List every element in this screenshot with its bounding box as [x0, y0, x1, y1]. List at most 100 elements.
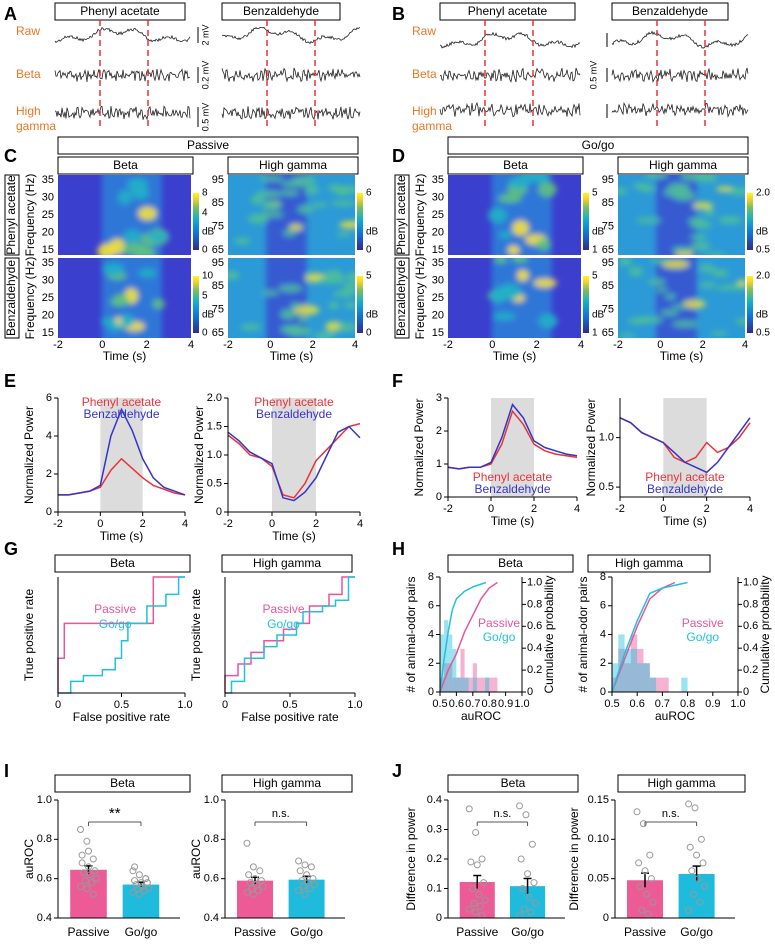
data-point [91, 867, 99, 875]
row-box [4, 257, 20, 339]
heat-blob [108, 323, 123, 333]
x-tick-label: 0.9 [498, 698, 513, 710]
legend-entry: Passive [682, 616, 724, 630]
row-label: Phenyl acetate [394, 175, 408, 255]
y-tick-label: 30 [432, 274, 444, 286]
data-point [639, 820, 647, 828]
heat-blob [627, 317, 649, 325]
x-tick-label: 4 [574, 503, 580, 515]
data-point [465, 905, 473, 913]
heat-blob [280, 309, 297, 320]
row-label: Raw [412, 24, 437, 38]
x-tick-label: 0 [55, 699, 61, 711]
x-tick-label: -2 [53, 339, 63, 351]
legend-entry: Benzaldehyde [83, 407, 159, 421]
heat-blobs [97, 175, 170, 255]
y-tick-label: 30 [42, 274, 54, 286]
x-tick-label: 2 [704, 503, 710, 515]
trace [54, 105, 191, 121]
heat-blob [110, 297, 130, 307]
data-point [132, 881, 140, 889]
y-tick-label: 75 [212, 304, 224, 316]
y-tick-label: 30 [432, 191, 444, 203]
y-tick-label: 1 [436, 458, 442, 470]
heat-blob [336, 322, 355, 332]
x-axis-label: Time (s) [660, 349, 704, 363]
histogram-bar [630, 634, 638, 692]
y-tick-label: 2 [46, 468, 52, 480]
x-tick-label: Passive [234, 925, 276, 939]
y2-tick-label: 0.8 [743, 598, 758, 610]
trace [611, 102, 749, 118]
heat-blob [618, 187, 628, 195]
legend-entry: Phenyl acetate [82, 395, 162, 409]
data-point [306, 885, 314, 892]
y-tick-label: 85 [212, 280, 224, 292]
x-tick-label: 2 [534, 339, 540, 351]
heat-blob [336, 232, 351, 238]
heat-blob [492, 312, 516, 321]
heat-blob [639, 184, 655, 193]
box-title: Beta [113, 158, 138, 172]
title-box [221, 554, 353, 573]
y-tick-label: 95 [602, 257, 614, 269]
heat-blob [487, 207, 508, 224]
heat-blob [250, 195, 264, 205]
y-tick-label: 25 [42, 209, 54, 221]
y-tick-label: 0 [436, 491, 442, 503]
row-box [394, 257, 410, 339]
box-title: High gamma [253, 556, 321, 570]
x-axis-label: Time (s) [103, 349, 147, 363]
data-point [85, 847, 92, 855]
heat-blob [345, 272, 355, 282]
heat-blobs [228, 258, 355, 338]
row-box [394, 174, 410, 256]
data-point [517, 855, 525, 863]
y-tick-label: 65 [602, 244, 614, 256]
x-tick-label: 0 [269, 518, 275, 530]
heat-blob [233, 237, 251, 245]
panel-letter: G [4, 539, 18, 559]
histogram-bar [681, 677, 688, 692]
row-label: Beta [412, 67, 437, 81]
x-tick-label: 1.0 [177, 699, 192, 711]
data-point [140, 886, 148, 894]
x-tick-label: 0.8 [680, 698, 695, 710]
heatmap [58, 175, 191, 255]
heat-blob [297, 205, 314, 214]
histogram-bar [643, 663, 650, 692]
y-tick-label: 0 [46, 506, 52, 518]
x-axis-label: False positive rate [73, 710, 171, 724]
heat-blob [340, 285, 355, 291]
heat-blob [728, 187, 745, 196]
heat-blob [498, 193, 522, 204]
data-point [478, 855, 486, 863]
heat-blob [283, 230, 296, 237]
y-tick-label: 6 [428, 600, 434, 612]
colorbar [193, 276, 199, 333]
histogram-bar [448, 663, 453, 692]
data-point [689, 890, 697, 898]
colorbar-tick-label: 1 [592, 328, 598, 339]
data-point [476, 902, 484, 910]
data-point [243, 839, 251, 847]
annotation: ** [109, 805, 121, 822]
histogram-bar [649, 677, 657, 692]
heat-blob [290, 303, 301, 310]
x-tick-label: 0.5 [432, 698, 447, 710]
y-axis-label: auROC [22, 839, 36, 879]
data-point [83, 837, 91, 845]
heat-blob [682, 299, 706, 309]
x-axis-label: False positive rate [241, 710, 339, 724]
title-box [587, 554, 711, 573]
y2-tick-label: 0.6 [743, 620, 758, 632]
histogram-bar [472, 677, 477, 692]
title-box [447, 136, 749, 155]
heat-blob [660, 309, 679, 316]
heat-blob [120, 313, 134, 328]
y-tick-label: 65 [212, 244, 224, 256]
colorbar-tick-label: 0.5 [756, 245, 770, 256]
cumulative-line [439, 581, 498, 693]
y-axis-label: Frequency (Hz) [413, 257, 427, 340]
